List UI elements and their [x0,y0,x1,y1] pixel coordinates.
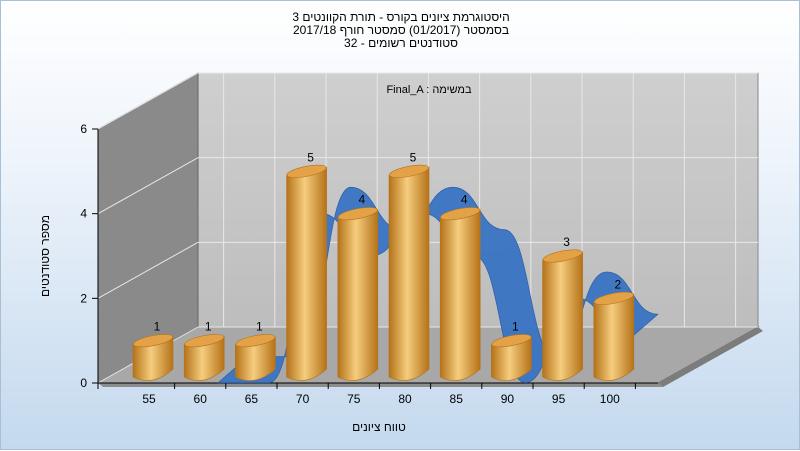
bar-top [235,334,276,348]
data-label: 5 [307,150,314,164]
y-tick-label: 6 [80,122,87,136]
x-tick-label: 75 [347,392,361,406]
bar-55 [132,334,174,381]
bar-75 [337,207,379,381]
y-tick-label: 0 [80,376,87,390]
bars [132,164,635,381]
series-label: Final_A : במשימה [386,84,472,96]
data-label: 1 [154,320,161,334]
data-label: 5 [410,150,417,164]
floor-front [98,383,663,387]
bar-top [440,207,481,221]
labels: 1 1 1 5 4 5 4 1 3 2 [154,150,622,333]
data-label: 4 [358,193,365,207]
floor-edge [658,327,763,387]
title-line-3: סטודנטים רשומים - 32 [344,36,458,50]
x-axis-title: טווח ציונים [352,420,406,434]
x-tick-label: 95 [552,392,566,406]
bar-body [337,209,379,381]
bar-top [133,334,173,348]
bar-100 [593,291,635,381]
bar-top [542,249,583,263]
data-label: 1 [205,320,212,334]
bar-body [439,209,481,381]
x-tick-label: 65 [245,392,259,406]
bar-top [184,334,225,348]
data-label: 3 [563,235,570,249]
y-axis-title: מספר סטודנטים [38,215,52,297]
bar-body [593,293,635,381]
x-tick-label: 90 [501,392,515,406]
data-label: 1 [256,320,263,334]
data-label: 4 [461,193,468,207]
chart-title: היסטוגרמת ציונים בקורס - תורת הקוונטים 3… [1,11,800,50]
bar-body [491,336,532,381]
bar-65 [235,334,276,381]
bar-70 [286,164,327,381]
data-label: 1 [512,320,519,334]
bar-body [542,251,583,381]
y-tick-label: 2 [80,291,87,305]
bar-body [235,336,276,381]
bar-90 [491,334,532,381]
gridline-side [97,241,199,299]
bar-95 [542,249,583,381]
bar-top [286,164,327,178]
bar-60 [183,334,225,381]
x-tick-label: 55 [142,392,156,406]
bar-body [388,166,430,381]
title-line-2: בסמסטר (01/2017) סמסטר חורף 2017/18 [292,23,510,37]
data-label: 2 [614,277,621,291]
x-tick-label: 80 [398,392,412,406]
bar-body [132,336,174,381]
x-tick-label: 85 [450,392,464,406]
bar-body [183,336,225,381]
bar-body [286,166,327,381]
title-line-1: היסטוגרמת ציונים בקורס - תורת הקוונטים 3 [292,10,510,24]
bar-top [593,291,634,305]
bar-top [389,164,429,178]
x-tick-label: 100 [600,392,620,406]
x-tick-label: 70 [296,392,310,406]
gridline-side [97,72,199,130]
x-tick-label: 60 [194,392,208,406]
bar-top [491,334,532,348]
bar-top [337,207,378,221]
gridline-side [97,157,199,215]
bar-85 [439,207,481,381]
y-tick-label: 4 [80,207,87,221]
bar-80 [388,164,430,381]
